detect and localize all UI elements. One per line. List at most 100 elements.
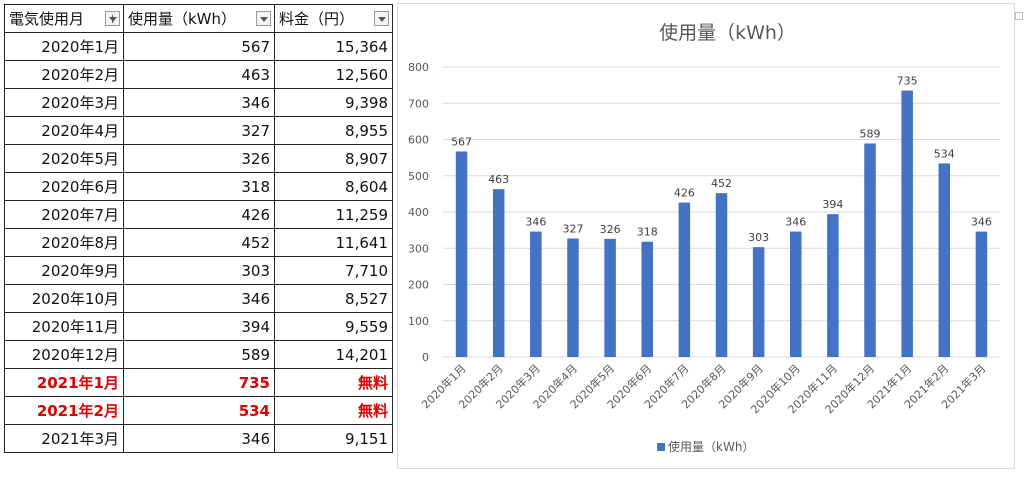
header-usage: 使用量（kWh）	[123, 4, 275, 33]
cell-usage[interactable]: 303	[123, 256, 275, 285]
table-row: 2020年5月 326 8,907	[4, 144, 393, 173]
cell-usage[interactable]: 327	[123, 116, 275, 145]
usage-table: 電気使用月 使用量（kWh） 料金（円） 2020年1月 567 15,364 202…	[4, 4, 393, 453]
cell-fee[interactable]: 9,559	[274, 312, 393, 341]
bar	[530, 231, 542, 357]
cell-fee[interactable]: 8,527	[274, 284, 393, 313]
cell-usage[interactable]: 567	[123, 32, 275, 61]
cell-usage[interactable]: 346	[123, 88, 275, 117]
cell-usage[interactable]: 346	[123, 424, 275, 453]
chart-title: 使用量（kWh）	[659, 22, 796, 44]
cell-month[interactable]: 2021年1月	[4, 368, 124, 397]
cell-fee[interactable]: 9,398	[274, 88, 393, 117]
filter-dropdown-icon[interactable]	[256, 11, 271, 26]
y-tick-label: 100	[408, 315, 429, 328]
cell-fee[interactable]: 14,201	[274, 340, 393, 369]
data-label: 534	[934, 147, 955, 160]
y-tick-label: 500	[408, 170, 429, 183]
cell-month[interactable]: 2020年11月	[4, 312, 124, 341]
header-month-label: 電気使用月	[9, 10, 85, 28]
header-month: 電気使用月	[4, 4, 124, 33]
data-label: 463	[488, 173, 509, 186]
cell-month[interactable]: 2020年2月	[4, 60, 124, 89]
data-label: 327	[562, 222, 583, 235]
table-row: 2020年1月 567 15,364	[4, 32, 393, 61]
cell-usage[interactable]: 346	[123, 284, 275, 313]
header-row: 電気使用月 使用量（kWh） 料金（円）	[4, 4, 393, 33]
data-label: 346	[525, 216, 546, 229]
cell-fee[interactable]: 無料	[274, 368, 393, 397]
y-tick-label: 300	[408, 242, 429, 255]
cell-month[interactable]: 2020年1月	[4, 32, 124, 61]
data-label: 346	[971, 216, 992, 229]
cell-month[interactable]: 2021年3月	[4, 424, 124, 453]
data-label: 735	[897, 75, 918, 88]
cell-usage[interactable]: 394	[123, 312, 275, 341]
table-row: 2020年4月 327 8,955	[4, 116, 393, 145]
data-label: 318	[637, 226, 658, 239]
cell-fee[interactable]: 9,151	[274, 424, 393, 453]
resize-handle[interactable]	[1015, 12, 1023, 20]
bar	[641, 241, 653, 357]
bar	[901, 90, 913, 357]
cell-usage[interactable]: 589	[123, 340, 275, 369]
bar	[492, 189, 505, 357]
bar	[864, 143, 876, 357]
data-label: 326	[600, 223, 621, 236]
cell-usage[interactable]: 452	[123, 228, 275, 257]
cell-fee[interactable]: 12,560	[274, 60, 393, 89]
cell-usage[interactable]: 463	[123, 60, 275, 89]
bar	[938, 163, 951, 357]
y-tick-label: 0	[422, 351, 429, 364]
cell-month[interactable]: 2020年5月	[4, 144, 124, 173]
data-label: 426	[674, 187, 695, 200]
cell-month[interactable]: 2020年12月	[4, 340, 124, 369]
cell-fee[interactable]: 無料	[274, 396, 393, 425]
cell-fee[interactable]: 8,907	[274, 144, 393, 173]
cell-usage[interactable]: 318	[123, 172, 275, 201]
cell-usage[interactable]: 426	[123, 200, 275, 229]
bar	[455, 151, 468, 357]
header-usage-label: 使用量（kWh）	[128, 10, 237, 28]
table-row: 2020年7月 426 11,259	[4, 200, 393, 229]
table-row: 2021年3月 346 9,151	[4, 424, 393, 453]
cell-fee[interactable]: 11,259	[274, 200, 393, 229]
usage-chart[interactable]: 使用量（kWh） 0 100 200 300 400 500 600 700 800 567 2020…	[397, 3, 1015, 469]
bar	[790, 231, 802, 357]
cell-fee[interactable]: 11,641	[274, 228, 393, 257]
cell-fee[interactable]: 8,955	[274, 116, 393, 145]
y-tick-label: 700	[408, 97, 429, 110]
data-label: 346	[785, 216, 806, 229]
cell-month[interactable]: 2020年10月	[4, 284, 124, 313]
legend-swatch	[657, 443, 665, 451]
cell-month[interactable]: 2021年2月	[4, 396, 124, 425]
data-label: 394	[822, 198, 843, 211]
cell-month[interactable]: 2020年8月	[4, 228, 124, 257]
y-tick-label: 400	[408, 206, 429, 219]
bar	[715, 193, 728, 357]
cell-month[interactable]: 2020年4月	[4, 116, 124, 145]
cell-month[interactable]: 2020年7月	[4, 200, 124, 229]
filter-dropdown-icon[interactable]	[374, 11, 389, 26]
legend-entry: 使用量（kWh）	[668, 439, 754, 454]
bar	[604, 238, 616, 357]
header-fee-label: 料金（円）	[279, 10, 355, 28]
y-tick-label: 200	[408, 279, 429, 292]
filter-dropdown-icon[interactable]	[105, 11, 120, 26]
cell-month[interactable]: 2020年6月	[4, 172, 124, 201]
cell-month[interactable]: 2020年9月	[4, 256, 124, 285]
cell-usage[interactable]: 326	[123, 144, 275, 173]
cell-fee[interactable]: 7,710	[274, 256, 393, 285]
bar	[752, 247, 765, 357]
cell-month[interactable]: 2020年3月	[4, 88, 124, 117]
cell-fee[interactable]: 15,364	[274, 32, 393, 61]
data-label: 567	[451, 135, 472, 148]
table-row: 2020年3月 346 9,398	[4, 88, 393, 117]
cell-fee[interactable]: 8,604	[274, 172, 393, 201]
data-label: 589	[860, 127, 881, 140]
y-tick-label: 600	[408, 134, 429, 147]
cell-usage[interactable]: 534	[123, 396, 275, 425]
table-row: 2020年11月 394 9,559	[4, 312, 393, 341]
table-row: 2020年12月 589 14,201	[4, 340, 393, 369]
cell-usage[interactable]: 735	[123, 368, 275, 397]
